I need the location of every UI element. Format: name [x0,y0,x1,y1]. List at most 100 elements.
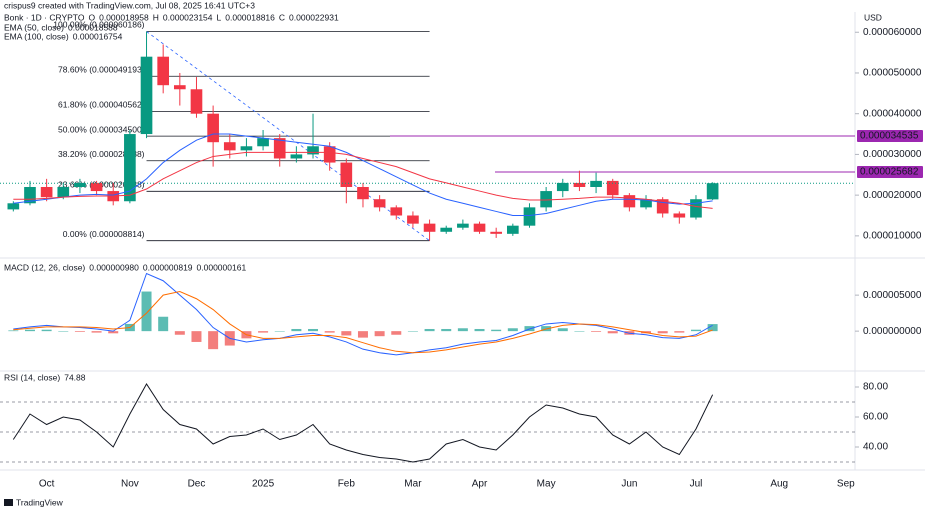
macd-histogram [474,328,485,332]
y-tick-label: 0.000030000 [863,149,922,160]
rsi-line [12,383,714,463]
price-label: 0.000025682 [860,167,919,178]
macd-histogram [158,316,169,332]
candle-body [7,203,20,210]
candle-body [74,182,86,187]
candle-body [473,223,486,232]
candle-body [257,138,269,147]
candle-body [690,199,702,218]
candle-body [373,199,386,208]
legend-text: 0.000000819 [143,262,193,272]
macd-histogram [58,331,69,332]
legend-text: 0.000018588 [68,22,118,32]
macd-histogram [108,331,119,334]
currency: USD [864,12,882,22]
macd-histogram [391,331,402,335]
macd-histogram [491,329,502,332]
candle-body [273,138,286,159]
macd-histogram [707,324,718,332]
legend-text: 0.000023154 [163,12,213,22]
macd-histogram [457,328,468,332]
macd-histogram [357,331,368,338]
candle-body [556,182,569,192]
legend-text: H [153,12,159,22]
y-tick-label: 60.00 [863,412,888,423]
candle-body [440,227,453,232]
macd-histogram [208,331,219,350]
y-tick-label: 0.000020000 [863,190,922,201]
fib-label: 100.00% (0.000060186) [53,20,144,30]
candle-body [423,223,436,232]
trend-line [146,31,430,242]
macd-histogram [141,291,152,332]
legend-text: 0.000000980 [89,262,139,272]
candle-body [590,180,602,187]
macd-histogram [341,331,352,336]
fib-label: 0.00% (0.000008814) [63,229,145,239]
legend-text: 0.000022931 [289,12,339,22]
y-tick-label: 0.000000000 [863,326,922,337]
legend-text: 74.88 [64,372,86,382]
candle-body [40,186,53,198]
candle-body [24,186,36,204]
fib-label: 50.00% (0.000034500) [58,124,145,134]
price-label: 0.000034535 [860,131,919,142]
candle-body [307,146,319,155]
macd-histogram [91,331,102,333]
macd-histogram [8,330,19,332]
legend-text: L [217,12,222,22]
legend-text: C [279,12,285,22]
x-tick-label: Mar [404,479,422,490]
macd-histogram [274,331,285,332]
x-tick-label: Aug [770,479,788,490]
logo [4,499,13,506]
candle-body [140,56,153,135]
candle-body [623,195,636,208]
y-tick-label: 0.000040000 [863,108,922,119]
macd-histogram [674,331,685,333]
macd-histogram [74,331,85,332]
candle-body [340,162,353,187]
legend-text: 0.000018958 [99,12,149,22]
macd-histogram [574,331,585,332]
macd-histogram [374,331,385,337]
x-tick-label: May [537,479,556,490]
candle-body [640,199,652,208]
macd-histogram [407,331,418,332]
fib-label: 38.20% (0.000028438) [58,149,145,159]
x-tick-label: Apr [472,479,488,490]
macd-histogram [441,328,452,332]
price-label-box [857,129,923,142]
candle-body [173,85,186,90]
candle-body [57,186,70,198]
candle-body [506,225,519,234]
x-tick-label: Dec [188,479,206,490]
legend-text: O [88,12,95,22]
fib-label: 61.80% (0.000040562) [58,100,145,110]
candle-body [290,154,303,159]
macd-histogram [557,328,568,332]
candle-body [240,146,253,151]
y-tick-label: 0.000005000 [863,290,922,301]
macd-histogram [174,331,185,335]
x-tick-label: Jun [621,479,637,490]
candle-body [223,142,236,151]
candle-body [157,56,170,86]
fib-label: 78.60% (0.000049193) [58,65,145,75]
candle-body [407,215,419,224]
y-tick-label: 0.000050000 [863,68,922,79]
candle-body [540,191,552,208]
macd-histogram [24,329,35,332]
legend-text: Bonk · 1D · CRYPTO [4,12,85,22]
candle-body [190,89,203,114]
watermark: TradingView [16,497,64,507]
x-tick-label: Feb [338,479,356,490]
candle-body [390,207,403,216]
legend-text: 0.000018816 [225,12,275,22]
candle-body [606,180,619,196]
macd-line [13,291,713,354]
x-tick-label: Jul [690,479,703,490]
candle-body [523,207,536,226]
